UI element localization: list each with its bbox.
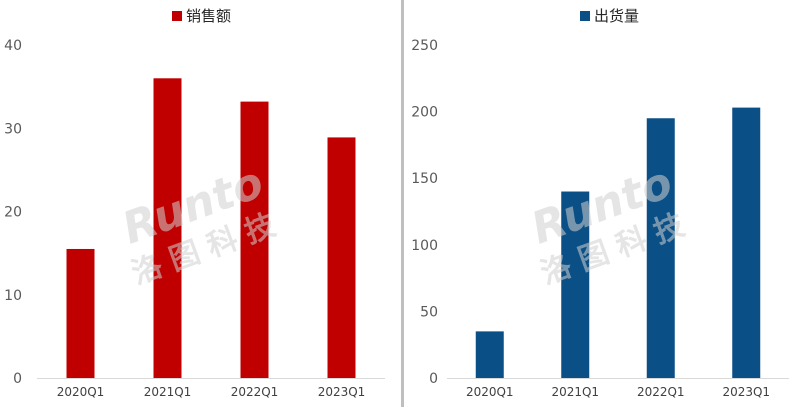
y-tick-label: 200 <box>411 105 438 121</box>
bar <box>240 101 269 379</box>
x-tick-label: 2023Q1 <box>722 385 770 399</box>
legend-label: 销售额 <box>186 7 231 25</box>
x-tick-label: 2021Q1 <box>144 385 192 399</box>
bars <box>66 78 356 379</box>
legend-label: 出货量 <box>594 7 639 25</box>
bar <box>153 78 182 379</box>
legend: 出货量 <box>580 7 639 25</box>
shipments-chart: 出货量 0 50 100 150 200 250 2020Q1 2021Q1 2022Q1 2023… <box>411 7 789 399</box>
bar <box>561 191 590 378</box>
y-tick-label: 0 <box>429 371 438 387</box>
bar <box>732 107 761 378</box>
bar <box>327 137 356 378</box>
bar <box>646 118 675 378</box>
y-tick-label: 150 <box>411 171 438 187</box>
y-tick-label: 10 <box>4 288 22 304</box>
y-axis: 0 50 100 150 200 250 <box>411 38 438 387</box>
bar <box>475 331 504 378</box>
y-tick-label: 0 <box>13 371 22 387</box>
x-tick-label: 2023Q1 <box>318 385 366 399</box>
bar <box>66 248 95 378</box>
y-tick-label: 20 <box>4 205 22 221</box>
x-tick-label: 2022Q1 <box>231 385 279 399</box>
legend: 销售额 <box>172 7 231 25</box>
y-tick-label: 250 <box>411 38 438 54</box>
x-tick-label: 2020Q1 <box>57 385 105 399</box>
legend-swatch <box>172 11 182 21</box>
bars <box>475 107 761 378</box>
y-axis: 0 10 20 30 40 <box>4 38 22 387</box>
y-tick-label: 40 <box>4 38 22 54</box>
x-tick-label: 2020Q1 <box>466 385 514 399</box>
x-tick-label: 2021Q1 <box>551 385 599 399</box>
y-tick-label: 50 <box>420 304 438 320</box>
legend-swatch <box>580 11 590 21</box>
panel-divider <box>401 0 404 407</box>
x-axis: 2020Q1 2021Q1 2022Q1 2023Q1 <box>466 385 770 399</box>
x-tick-label: 2022Q1 <box>637 385 685 399</box>
y-tick-label: 100 <box>411 238 438 254</box>
y-tick-label: 30 <box>4 121 22 137</box>
x-axis: 2020Q1 2021Q1 2022Q1 2023Q1 <box>57 385 366 399</box>
